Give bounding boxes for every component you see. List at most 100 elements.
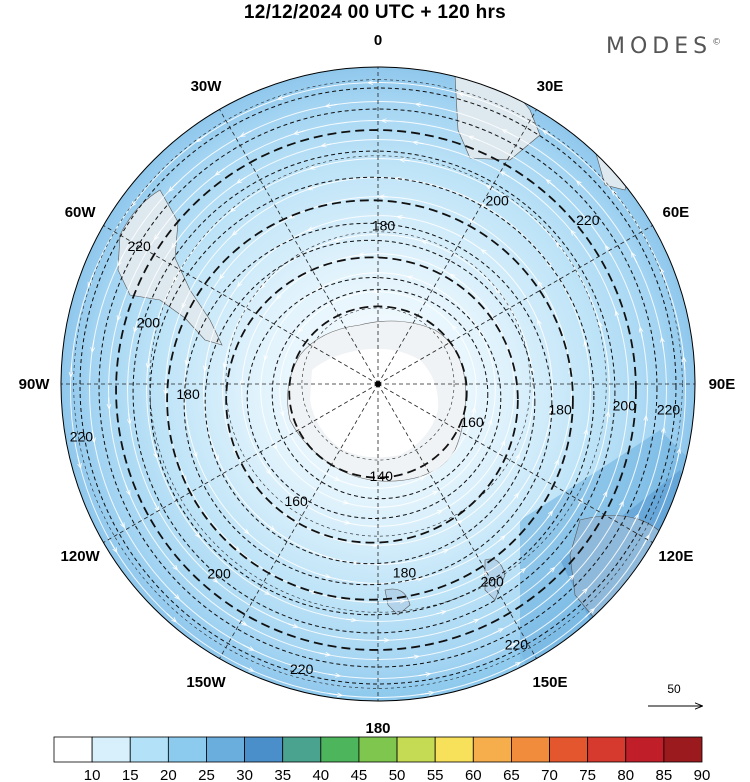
streamline-arrow <box>607 412 608 422</box>
streamline-arrow <box>616 311 619 322</box>
contour-line <box>132 150 616 634</box>
colorbar-swatch <box>167 736 207 763</box>
streamline-arrow <box>440 550 447 553</box>
streamline-arrow <box>436 510 442 512</box>
parallel-line <box>149 155 607 613</box>
contour-label: 160 <box>460 414 484 430</box>
meridian-line <box>377 383 653 543</box>
streamline-arrow <box>319 653 330 655</box>
streamline-arrow <box>308 187 317 190</box>
streamline-arrow <box>310 166 320 169</box>
streamline-arrow <box>329 694 341 696</box>
antarctica-interior <box>310 348 439 458</box>
streamline-arrow <box>241 665 253 671</box>
streamline-arrow <box>618 502 623 512</box>
longitude-label: 180 <box>365 720 390 737</box>
streamline <box>127 139 629 641</box>
streamline-arrow <box>584 609 594 618</box>
longitude-labels: 0 30E 60E 90E 120E 150E 180 150W 120W 90W 60W 30W <box>19 32 736 737</box>
contour-line <box>166 199 574 601</box>
streamline-arrow <box>585 342 587 351</box>
streamline-arrow <box>343 502 348 503</box>
longitude-label: 150W <box>186 674 226 691</box>
streamline-arrow <box>344 522 349 523</box>
colorbar-swatch <box>472 736 512 763</box>
streamline-arrow <box>238 280 243 287</box>
streamline-arrow <box>468 619 478 624</box>
streamline <box>260 272 496 508</box>
streamline-arrow <box>421 692 433 694</box>
streamline-arrow <box>508 663 520 669</box>
streamline-arrow <box>172 239 179 248</box>
colorbar-swatch <box>625 736 665 763</box>
streamline-arrow <box>546 568 554 576</box>
meridian-line <box>377 109 537 385</box>
streamline-arrow <box>186 357 187 365</box>
colorbar-label: 65 <box>503 767 520 782</box>
contour-labels: 220 200 180 220 160 200 220 180 200 220 140 160 180 2… <box>70 193 681 677</box>
streamline-arrow <box>92 340 94 351</box>
streamline-arrow <box>452 326 455 329</box>
streamline-arrow <box>232 544 239 551</box>
longitude-label: 120W <box>61 548 101 565</box>
streamline-arrow <box>170 590 179 599</box>
streamline-arrow <box>585 430 587 439</box>
longitude-label: 60E <box>663 204 690 221</box>
streamline-arrow <box>261 282 265 288</box>
streamline-arrow <box>599 322 602 332</box>
colorbar-swatch <box>320 736 360 763</box>
streamline-arrow <box>169 182 178 191</box>
colorbar-swatch <box>434 736 474 763</box>
colorbar-label: 70 <box>541 767 558 782</box>
streamline-arrow <box>155 230 162 240</box>
colorbar-label: 90 <box>694 767 711 782</box>
streamline-arrow <box>154 448 157 458</box>
streamline-arrow <box>335 239 341 241</box>
streamline-arrow <box>578 589 587 598</box>
streamline-arrow <box>71 364 72 376</box>
streamline-arrow <box>640 328 642 339</box>
streamline-arrow <box>502 441 504 447</box>
colorbar-label: 50 <box>389 767 406 782</box>
contour-label: 220 <box>576 212 600 228</box>
streamline-arrow <box>577 181 586 190</box>
longitude-label: 0 <box>374 32 382 49</box>
longitude-label: 60W <box>65 204 97 221</box>
contour-label: 200 <box>137 314 161 330</box>
contour-label: 220 <box>127 238 151 254</box>
streamline-arrow <box>260 589 269 595</box>
streamline-arrow <box>182 472 185 481</box>
streamline-arrow <box>129 413 130 424</box>
streamline-arrow <box>470 220 477 224</box>
streamline-arrow <box>109 397 110 409</box>
contour-label: 220 <box>505 636 529 652</box>
colorbar-label: 25 <box>198 767 215 782</box>
contour-label: 200 <box>207 565 231 581</box>
contour-line <box>204 239 536 565</box>
colorbar-swatch <box>396 736 436 763</box>
streamline-arrow <box>118 309 121 320</box>
colorbar-label: 35 <box>274 767 291 782</box>
streamline-arrow <box>490 420 491 425</box>
colorbar-swatch <box>358 736 398 763</box>
new-zealand-landmass <box>484 558 506 601</box>
streamline-arrow <box>684 357 685 370</box>
colorbar-swatch <box>244 736 284 763</box>
streamline-arrow <box>612 191 621 201</box>
streamline-arrow <box>359 254 365 255</box>
streamline-arrow <box>166 613 176 622</box>
meridian-line <box>103 383 379 543</box>
streamline-arrow <box>474 408 475 412</box>
streamline-arrow <box>418 674 430 676</box>
streamline-arrow <box>241 130 252 136</box>
streamline-arrow <box>88 274 94 286</box>
streamline-arrow <box>148 358 149 368</box>
streamline-arrow <box>395 601 404 602</box>
longitude-label: 90E <box>709 376 736 393</box>
colorbar-label: 55 <box>427 767 444 782</box>
streamline-arrow <box>601 492 606 502</box>
streamline-arrow <box>504 644 515 650</box>
streamline-arrow <box>92 430 94 442</box>
contour-label: 200 <box>613 398 637 414</box>
streamline-arrow <box>132 195 140 206</box>
